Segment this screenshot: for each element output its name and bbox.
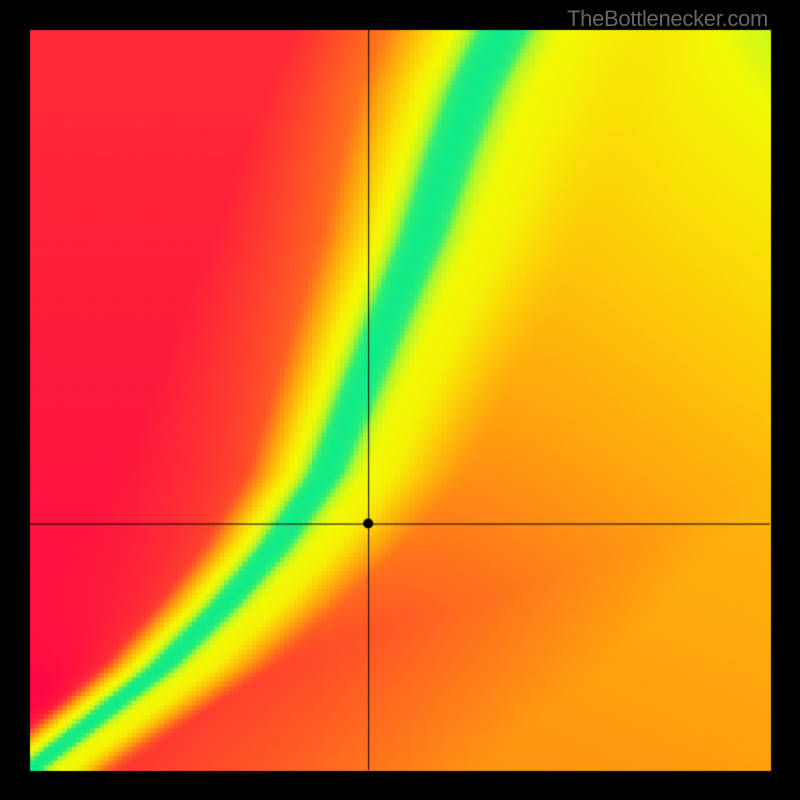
chart-container: TheBottlenecker.com [0, 0, 800, 800]
heatmap-canvas [0, 0, 800, 800]
watermark-text: TheBottlenecker.com [567, 6, 768, 32]
